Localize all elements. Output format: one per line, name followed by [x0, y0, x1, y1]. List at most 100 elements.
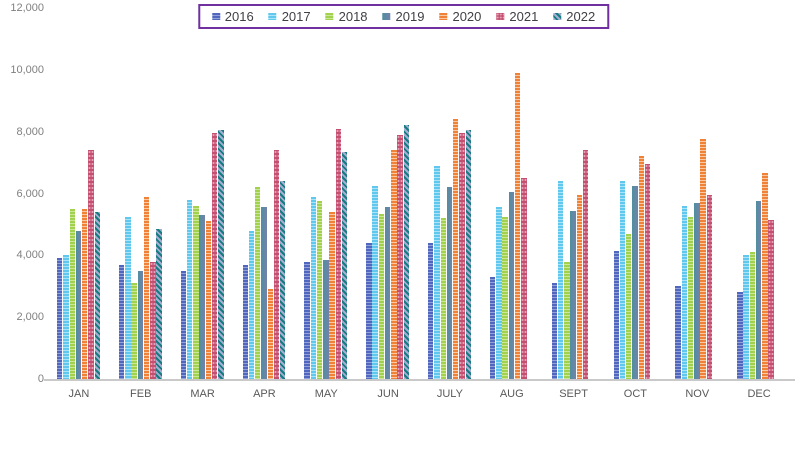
- bar-2016-apr[interactable]: [242, 264, 248, 379]
- bar-2021-jan[interactable]: [88, 150, 94, 379]
- legend-item-2022[interactable]: 2022: [553, 9, 595, 24]
- bar-2021-mar[interactable]: [211, 133, 218, 379]
- bar-2016-nov[interactable]: [675, 286, 681, 379]
- bar-2018-oct[interactable]: [626, 233, 632, 379]
- bar-2022-mar[interactable]: [218, 130, 224, 379]
- bar-2020-jun[interactable]: [391, 150, 397, 379]
- bar-slot: [644, 164, 651, 379]
- bar-2017-feb[interactable]: [125, 216, 131, 379]
- bar-2017-jun[interactable]: [372, 185, 378, 379]
- bar-2017-apr[interactable]: [248, 230, 255, 379]
- bar-2016-feb[interactable]: [118, 264, 125, 379]
- bar-2018-may[interactable]: [316, 201, 323, 379]
- bar-2021-nov[interactable]: [706, 195, 712, 379]
- bar-2021-jun[interactable]: [397, 134, 403, 379]
- bar-2016-jun[interactable]: [366, 242, 372, 379]
- bar-2019-jun[interactable]: [384, 207, 391, 379]
- bar-2020-may[interactable]: [329, 212, 335, 379]
- bar-2017-oct[interactable]: [619, 181, 626, 379]
- bar-2020-jan[interactable]: [82, 208, 88, 379]
- bar-2018-nov[interactable]: [687, 216, 694, 379]
- bar-2019-apr[interactable]: [261, 207, 267, 379]
- bar-2019-jan[interactable]: [75, 230, 82, 379]
- bar-2020-feb[interactable]: [143, 196, 150, 379]
- bar-2018-mar[interactable]: [193, 205, 199, 379]
- bar-2020-dec[interactable]: [762, 173, 768, 379]
- bar-2020-sept[interactable]: [576, 195, 583, 379]
- bar-2018-aug[interactable]: [502, 216, 508, 379]
- bar-2017-may[interactable]: [310, 196, 316, 379]
- legend-swatch-2020: [439, 13, 448, 20]
- bar-2020-aug[interactable]: [514, 72, 521, 379]
- bar-2019-nov[interactable]: [694, 202, 700, 379]
- bar-2021-aug[interactable]: [521, 178, 527, 379]
- bar-2020-july[interactable]: [453, 119, 459, 379]
- bar-2018-apr[interactable]: [255, 187, 261, 379]
- bar-2019-may[interactable]: [323, 259, 329, 379]
- bar-2022-may[interactable]: [341, 151, 348, 379]
- bar-2017-nov[interactable]: [681, 205, 687, 379]
- bar-2016-july[interactable]: [428, 242, 434, 379]
- bar-2020-oct[interactable]: [638, 156, 644, 379]
- legend-item-2017[interactable]: 2017: [268, 9, 311, 24]
- bar-2018-sept[interactable]: [564, 261, 570, 379]
- legend-item-2021[interactable]: 2021: [496, 9, 538, 24]
- bar-2019-oct[interactable]: [632, 185, 638, 379]
- bar-2021-dec[interactable]: [768, 219, 774, 379]
- bar-2018-jan[interactable]: [69, 208, 75, 379]
- bar-2017-sept[interactable]: [557, 181, 564, 379]
- bar-2016-aug[interactable]: [489, 276, 496, 379]
- bar-2021-oct[interactable]: [644, 164, 651, 379]
- bar-2019-feb[interactable]: [137, 270, 143, 379]
- bar-2016-mar[interactable]: [180, 270, 187, 379]
- bar-2016-may[interactable]: [304, 261, 310, 379]
- bar-2018-feb[interactable]: [131, 283, 137, 379]
- bar-2018-jun[interactable]: [378, 213, 385, 379]
- bar-2019-dec[interactable]: [755, 201, 762, 379]
- bar-2019-mar[interactable]: [199, 215, 205, 379]
- bar-2021-apr[interactable]: [273, 150, 280, 379]
- bar-2022-jun[interactable]: [403, 125, 410, 379]
- bar-2017-mar[interactable]: [186, 199, 193, 379]
- legend-swatch-2016: [211, 13, 220, 20]
- bar-2019-july[interactable]: [446, 187, 453, 379]
- bar-2019-aug[interactable]: [508, 191, 514, 379]
- bar-2018-july[interactable]: [440, 218, 446, 379]
- bar-2016-oct[interactable]: [613, 250, 619, 379]
- bar-2020-nov[interactable]: [700, 139, 706, 379]
- bar-2017-jan[interactable]: [63, 255, 69, 379]
- x-axis-label-mar: MAR: [190, 388, 215, 400]
- bar-2019-sept[interactable]: [570, 210, 576, 379]
- y-axis-label-2000: 2,000: [16, 311, 44, 324]
- bar-2017-dec[interactable]: [743, 255, 749, 379]
- legend-item-2016[interactable]: 2016: [211, 9, 254, 24]
- bar-slot: [453, 119, 459, 379]
- bar-slot: [446, 187, 453, 379]
- bar-2021-july[interactable]: [459, 133, 465, 379]
- bar-2017-july[interactable]: [434, 165, 440, 379]
- bar-slot: [273, 150, 280, 379]
- bar-2022-jan[interactable]: [94, 212, 100, 379]
- bar-2016-sept[interactable]: [551, 283, 558, 379]
- bar-2022-feb[interactable]: [156, 229, 162, 379]
- legend-item-2018[interactable]: 2018: [325, 9, 368, 24]
- bar-2016-jan[interactable]: [57, 258, 63, 379]
- bar-2021-sept[interactable]: [582, 150, 589, 379]
- legend-swatch-2022: [553, 13, 562, 20]
- legend-swatch-2019: [382, 13, 391, 20]
- bar-2021-may[interactable]: [335, 128, 341, 379]
- bar-2022-july[interactable]: [465, 130, 471, 379]
- bar-2017-aug[interactable]: [496, 207, 502, 379]
- bar-2018-dec[interactable]: [749, 252, 756, 379]
- bar-slot: [428, 242, 434, 379]
- bar-slot: [576, 195, 583, 379]
- legend-item-2020[interactable]: 2020: [439, 9, 481, 24]
- bar-2020-mar[interactable]: [205, 221, 212, 379]
- bar-2016-dec[interactable]: [737, 292, 743, 379]
- bar-2020-apr[interactable]: [267, 289, 273, 379]
- legend-item-2019[interactable]: 2019: [382, 9, 424, 24]
- bar-2022-apr[interactable]: [280, 181, 286, 379]
- bar-slot: [496, 207, 502, 379]
- bar-slot: [638, 156, 645, 379]
- bar-2021-feb[interactable]: [150, 261, 156, 379]
